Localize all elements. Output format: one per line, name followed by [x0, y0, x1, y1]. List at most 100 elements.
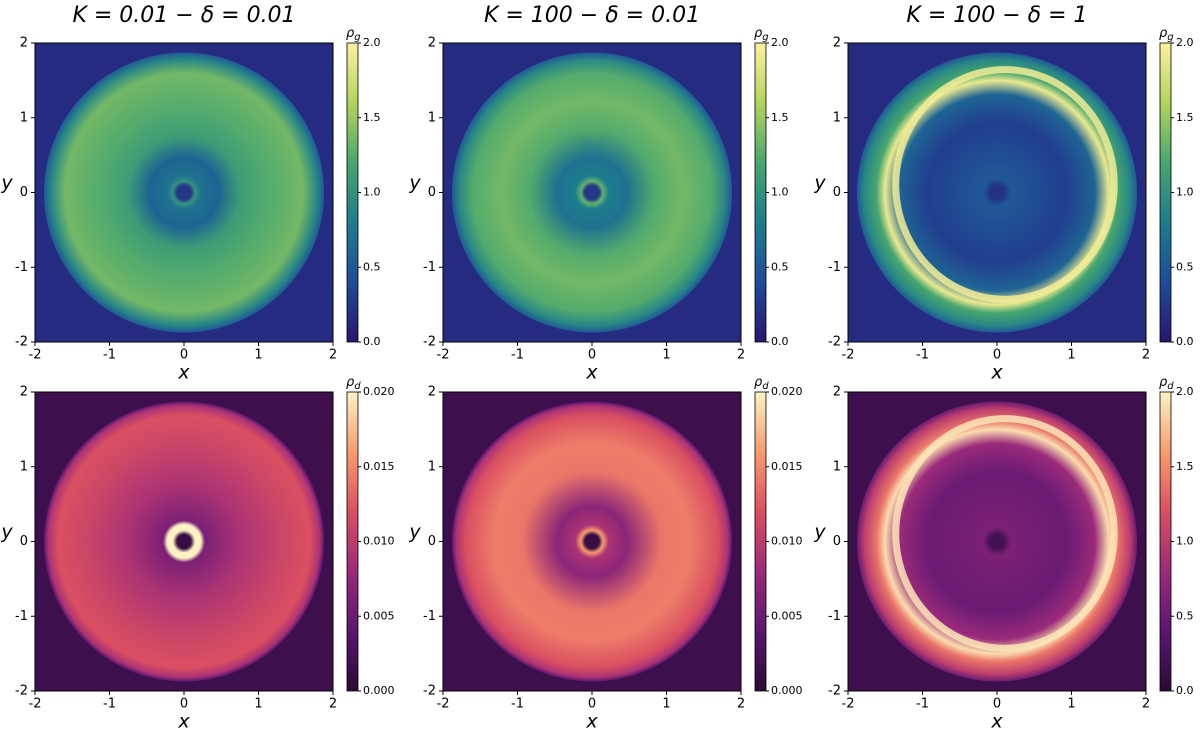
panel-title: K = 100 − δ = 0.01: [484, 3, 700, 28]
colorbar-tick-label: 0.5: [1176, 260, 1194, 273]
y-tick-label: 1: [428, 459, 436, 474]
colorbar-tick-label: 1.5: [1176, 111, 1194, 124]
colorbar-tick-label: 0.020: [771, 385, 803, 398]
colorbar-tick-label: 0.5: [363, 260, 381, 273]
colorbar-symbol: ρ: [1159, 26, 1168, 41]
x-axis-label: x: [585, 362, 598, 384]
y-axis-label: y: [0, 521, 13, 543]
y-axis-label: y: [408, 521, 421, 543]
y-tick-label: -1: [423, 609, 436, 624]
colorbar-tick-label: 2.0: [1176, 36, 1194, 49]
y-tick-label: -2: [828, 684, 841, 699]
y-tick-label: -2: [423, 684, 436, 699]
x-axis-label: x: [990, 362, 1003, 384]
x-tick-label: 1: [1067, 348, 1075, 363]
colorbar-tick-label: 0.010: [363, 535, 395, 548]
colorbar-tick-label: 1.0: [771, 186, 789, 199]
x-tick-label: 0: [993, 348, 1001, 363]
x-tick-label: 0: [588, 697, 596, 712]
colorbar-subscript: g: [1167, 32, 1173, 43]
y-tick-label: 2: [20, 385, 28, 400]
colorbar: [1159, 42, 1172, 343]
colorbar-tick-label: 0.0: [771, 335, 789, 348]
x-tick-label: 1: [662, 697, 670, 712]
colorbar: [346, 42, 359, 343]
x-tick-label: -1: [511, 348, 524, 363]
colorbar-subscript: g: [762, 32, 768, 43]
x-axis-label: x: [177, 711, 190, 729]
colorbar-tick-label: 0.000: [363, 684, 395, 697]
y-tick-label: 1: [428, 110, 436, 125]
colorbar: [1159, 391, 1172, 692]
x-tick-label: 2: [737, 348, 745, 363]
x-tick-label: -1: [916, 697, 929, 712]
colorbar-tick-label: 1.5: [363, 111, 381, 124]
y-tick-label: 1: [833, 459, 841, 474]
x-tick-label: 0: [180, 348, 188, 363]
colorbar-label: ρd: [1159, 375, 1174, 393]
y-tick-label: 0: [20, 185, 28, 200]
bright-arc: [892, 66, 1118, 303]
colorbar-tick-label: 0.5: [771, 260, 789, 273]
y-tick-label: -1: [15, 260, 28, 275]
colorbar-tick-label: 2.0: [1176, 385, 1194, 398]
x-tick-label: -2: [437, 697, 450, 712]
x-tick-label: -1: [916, 348, 929, 363]
x-tick-label: 2: [329, 348, 337, 363]
colorbar-subscript: d: [354, 381, 361, 392]
colorbar-tick-label: 0.0: [1176, 684, 1194, 697]
x-axis-label: x: [177, 362, 190, 384]
y-tick-label: -1: [828, 260, 841, 275]
x-tick-label: -1: [511, 697, 524, 712]
panel: -2 -1 0 1 2 -2 -1 0 1 2 x y K = 100 − δ = 1 0.0 0.5 1.0…: [813, 3, 1193, 384]
colorbar-symbol: ρ: [346, 375, 355, 390]
colorbar-tick-label: 1.0: [363, 186, 381, 199]
colorbar-label: ρd: [346, 375, 361, 393]
panel-title: K = 100 − δ = 1: [906, 3, 1087, 28]
colorbar-tick-label: 0.000: [771, 684, 803, 697]
x-tick-label: 2: [1142, 348, 1150, 363]
y-tick-label: 0: [428, 185, 436, 200]
density-map: [451, 401, 733, 682]
x-tick-label: 1: [254, 348, 262, 363]
colorbar-label: ρg: [1159, 26, 1174, 44]
x-tick-label: -2: [437, 348, 450, 363]
y-tick-label: 0: [833, 534, 841, 549]
colorbar-tick-label: 0.0: [1176, 335, 1194, 348]
x-tick-label: -2: [842, 348, 855, 363]
y-axis-label: y: [0, 172, 13, 194]
y-tick-label: 1: [833, 110, 841, 125]
x-tick-label: 0: [588, 348, 596, 363]
colorbar-symbol: ρ: [754, 26, 763, 41]
colorbar-symbol: ρ: [346, 26, 355, 41]
colorbar-tick-label: 2.0: [771, 36, 789, 49]
x-tick-label: 2: [329, 697, 337, 712]
y-tick-label: 2: [20, 36, 28, 51]
y-tick-label: 0: [428, 534, 436, 549]
colorbar-tick-label: 0.015: [363, 460, 395, 473]
colorbar-tick-label: 0.0: [363, 335, 381, 348]
colorbar-subscript: d: [1167, 381, 1174, 392]
y-tick-label: -1: [423, 260, 436, 275]
y-axis-label: y: [408, 172, 421, 194]
density-map: [43, 52, 325, 333]
colorbar-label: ρg: [754, 26, 769, 44]
y-tick-label: 2: [833, 385, 841, 400]
x-tick-label: 0: [180, 697, 188, 712]
colorbar-tick-label: 2.0: [363, 36, 381, 49]
colorbar-tick-label: 1.5: [771, 111, 789, 124]
colorbar: [346, 391, 359, 692]
y-tick-label: -1: [828, 609, 841, 624]
colorbar-label: ρg: [346, 26, 361, 44]
colorbar-symbol: ρ: [1159, 375, 1168, 390]
colorbar-tick-label: 1.5: [1176, 460, 1194, 473]
y-tick-label: 2: [833, 36, 841, 51]
colorbar-subscript: d: [762, 381, 769, 392]
colorbar-tick-label: 0.010: [771, 535, 803, 548]
colorbar-tick-label: 1.0: [1176, 186, 1194, 199]
x-tick-label: 2: [1142, 697, 1150, 712]
colorbar-symbol: ρ: [754, 375, 763, 390]
x-axis-label: x: [990, 711, 1003, 729]
density-map: [451, 52, 733, 333]
